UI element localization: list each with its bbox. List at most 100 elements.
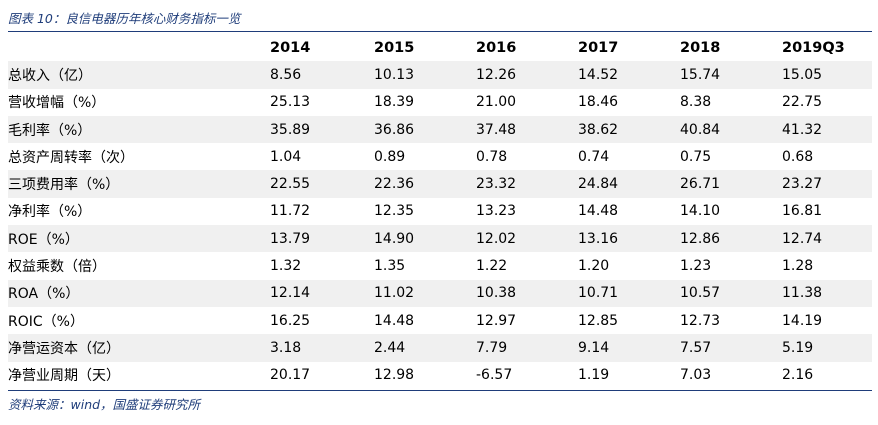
column-header: 2019Q3 [782, 39, 845, 56]
table-cell: 23.27 [782, 176, 823, 193]
table-cell: 2.44 [374, 339, 406, 356]
table-cell: 40.84 [680, 121, 721, 138]
table-cell: 12.35 [374, 203, 415, 220]
table-row: 毛利率（%） 35.89 36.86 37.48 38.62 40.84 41.32 [8, 115, 872, 144]
table-cell: 12.02 [476, 230, 517, 247]
table-cell: 13.79 [270, 230, 311, 247]
table-cell: -6.57 [476, 367, 513, 384]
table-cell: 1.32 [270, 258, 302, 275]
column-header: 2014 [270, 39, 311, 56]
row-label: ROE（%） [8, 231, 79, 248]
column-header: 2015 [374, 39, 415, 56]
table-cell: 13.16 [578, 230, 619, 247]
header-corner [8, 34, 270, 61]
table-cell: 8.56 [270, 66, 302, 83]
table-row: 总资产周转率（次） 1.04 0.89 0.78 0.74 0.75 0.68 [8, 143, 872, 171]
table-cell: 10.57 [680, 285, 721, 302]
row-label: ROIC（%） [8, 313, 84, 330]
table-row: 权益乘数（倍） 1.32 1.35 1.22 1.20 1.23 1.28 [8, 252, 872, 280]
row-label: 净营运资本（亿） [8, 340, 120, 357]
table-cell: 12.73 [680, 312, 721, 329]
column-header: 2016 [476, 39, 517, 56]
row-label: 三项费用率（%） [8, 177, 120, 194]
table-row: ROIC（%） 16.25 14.48 12.97 12.85 12.73 14.19 [8, 306, 872, 335]
table-cell: 0.78 [476, 148, 508, 165]
table-cell: 11.38 [782, 285, 823, 302]
table-cell: 12.74 [782, 230, 823, 247]
table-cell: 1.22 [476, 258, 508, 275]
table-cell: 14.48 [578, 203, 619, 220]
row-label: 毛利率（%） [8, 122, 92, 139]
table-cell: 41.32 [782, 121, 823, 138]
row-label: 营收增幅（%） [8, 95, 106, 112]
table-cell: 18.39 [374, 94, 415, 111]
table-cell: 1.19 [578, 367, 610, 384]
table-row: 营收增幅（%） 25.13 18.39 21.00 18.46 8.38 22.75 [8, 88, 872, 116]
financial-indicators-table: 2014 2015 2016 2017 2018 2019Q3 总收入（亿） 8.… [8, 34, 872, 389]
table-cell: 15.74 [680, 66, 721, 83]
table-cell: 11.02 [374, 285, 415, 302]
row-label: 总资产周转率（次） [8, 149, 134, 166]
table-cell: 2.16 [782, 367, 814, 384]
table-cell: 23.32 [476, 176, 517, 193]
table-row: 净利率（%） 11.72 12.35 13.23 14.48 14.10 16.81 [8, 197, 872, 226]
table-cell: 8.38 [680, 94, 712, 111]
table-cell: 1.23 [680, 258, 712, 275]
table-cell: 1.20 [578, 258, 610, 275]
table-cell: 12.86 [680, 230, 721, 247]
table-cell: 1.35 [374, 258, 406, 275]
top-rule [8, 31, 872, 32]
row-label: 权益乘数（倍） [8, 259, 106, 276]
table-cell: 20.17 [270, 367, 311, 384]
row-label: 净营业周期（天） [8, 368, 120, 385]
table-cell: 10.71 [578, 285, 619, 302]
row-label: 净利率（%） [8, 204, 92, 221]
table-cell: 37.48 [476, 121, 517, 138]
header-row: 2014 2015 2016 2017 2018 2019Q3 [8, 34, 872, 62]
table-cell: 36.86 [374, 121, 415, 138]
table-cell: 13.23 [476, 203, 517, 220]
table-cell: 38.62 [578, 121, 619, 138]
table-cell: 16.81 [782, 203, 823, 220]
table-cell: 0.68 [782, 148, 814, 165]
table-row: 总收入（亿） 8.56 10.13 12.26 14.52 15.74 15.05 [8, 61, 872, 89]
table-cell: 7.03 [680, 367, 712, 384]
table-cell: 25.13 [270, 94, 311, 111]
table-cell: 14.48 [374, 312, 415, 329]
table-cell: 10.13 [374, 66, 415, 83]
table-row: ROE（%） 13.79 14.90 12.02 13.16 12.86 12.74 [8, 225, 872, 253]
table-cell: 22.75 [782, 94, 823, 111]
table-cell: 0.74 [578, 148, 610, 165]
table-cell: 22.55 [270, 176, 311, 193]
table-cell: 16.25 [270, 312, 311, 329]
table-cell: 5.19 [782, 339, 814, 356]
table-cell: 9.14 [578, 339, 610, 356]
table-cell: 0.89 [374, 148, 406, 165]
table-cell: 15.05 [782, 66, 823, 83]
table-cell: 12.98 [374, 367, 415, 384]
row-label: ROA（%） [8, 286, 80, 303]
table-cell: 14.19 [782, 312, 823, 329]
table-cell: 22.36 [374, 176, 415, 193]
table-cell: 7.57 [680, 339, 712, 356]
table-cell: 12.14 [270, 285, 311, 302]
table-cell: 3.18 [270, 339, 302, 356]
table-cell: 7.79 [476, 339, 508, 356]
row-label: 总收入（亿） [8, 67, 92, 84]
table-cell: 14.52 [578, 66, 619, 83]
table-row: ROA（%） 12.14 11.02 10.38 10.71 10.57 11.38 [8, 279, 872, 307]
table-cell: 1.04 [270, 148, 302, 165]
table-cell: 24.84 [578, 176, 619, 193]
column-header: 2017 [578, 39, 619, 56]
column-header: 2018 [680, 39, 721, 56]
table-cell: 11.72 [270, 203, 311, 220]
table-cell: 18.46 [578, 94, 619, 111]
source-note: 资料来源：wind，国盛证券研究所 [8, 397, 201, 412]
table-cell: 12.97 [476, 312, 517, 329]
table-cell: 12.26 [476, 66, 517, 83]
table-row: 三项费用率（%） 22.55 22.36 23.32 24.84 26.71 23.27 [8, 170, 872, 198]
figure-caption: 图表 10：良信电器历年核心财务指标一览 [8, 11, 241, 26]
bottom-rule [8, 390, 872, 391]
table-cell: 26.71 [680, 176, 721, 193]
table-cell: 21.00 [476, 94, 517, 111]
